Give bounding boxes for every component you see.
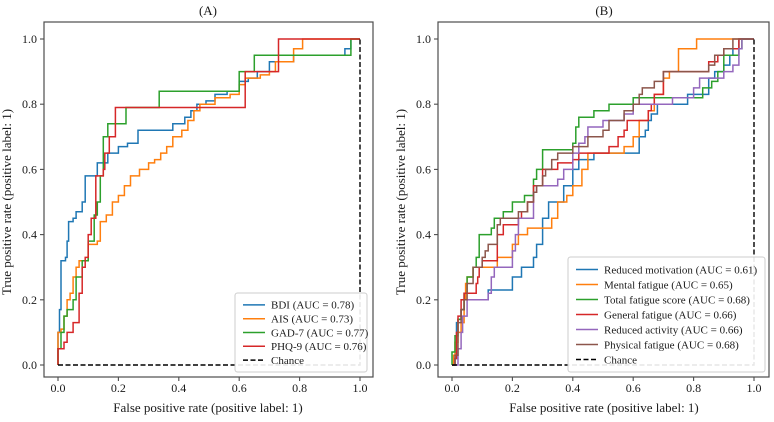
legend: Reduced motivation (AUC = 0.61) Mental fa… bbox=[567, 256, 766, 373]
x-tick-label: 0.2 bbox=[505, 381, 520, 395]
roc-curve-gad-7 bbox=[57, 38, 360, 365]
x-tick-label: 0.2 bbox=[111, 381, 126, 395]
axes-frame bbox=[43, 21, 374, 378]
roc-curve-phq-9 bbox=[57, 38, 360, 365]
legend-label: Physical fatigue (AUC = 0.68) bbox=[604, 339, 739, 351]
panel-title: (B) bbox=[595, 3, 612, 18]
y-tick-label: 0.2 bbox=[416, 293, 431, 307]
x-tick-label: 0.8 bbox=[292, 381, 307, 395]
y-tick-label: 0.0 bbox=[22, 358, 37, 372]
roc-curve-physical-fatigue bbox=[452, 38, 754, 366]
legend-label: Mental fatigue (AUC = 0.65) bbox=[604, 279, 733, 291]
x-tick-label: 1.0 bbox=[747, 381, 762, 395]
y-tick-label: 1.0 bbox=[416, 32, 431, 46]
axes-frame bbox=[437, 21, 770, 378]
legend-label: Reduced activity (AUC = 0.66) bbox=[604, 324, 743, 336]
legend-label: PHQ-9 (AUC = 0.76) bbox=[271, 341, 367, 353]
y-tick-label: 0.0 bbox=[416, 358, 431, 372]
roc-curve-reduced-activity bbox=[452, 38, 754, 366]
legend-label: Chance bbox=[604, 354, 637, 366]
y-tick-label: 0.8 bbox=[416, 97, 431, 111]
legend-box bbox=[234, 292, 368, 373]
panel-title: (A) bbox=[199, 3, 217, 18]
y-tick-label: 0.4 bbox=[416, 228, 431, 242]
x-tick-label: 0.4 bbox=[171, 381, 186, 395]
roc-curve-bdi bbox=[57, 38, 360, 365]
x-tick-label: 0.6 bbox=[232, 381, 247, 395]
y-tick-label: 0.6 bbox=[416, 162, 431, 176]
x-tick-label: 0.8 bbox=[686, 381, 701, 395]
legend: BDI (AUC = 0.78) AIS (AUC = 0.73)GAD-7 (A… bbox=[234, 292, 369, 373]
x-tick-label: 0.4 bbox=[565, 381, 580, 395]
legend-label: Total fatigue score (AUC = 0.68) bbox=[604, 294, 750, 306]
legend-label: Chance bbox=[271, 355, 304, 367]
y-axis-label: True positive rate (positive label: 1) bbox=[393, 109, 408, 295]
y-axis-label: True positive rate (positive label: 1) bbox=[0, 109, 14, 295]
legend-label: Reduced motivation (AUC = 0.61) bbox=[604, 264, 757, 276]
x-tick-label: 0.0 bbox=[445, 381, 460, 395]
legend-label: General fatigue (AUC = 0.66) bbox=[604, 309, 737, 321]
y-tick-label: 0.2 bbox=[22, 293, 37, 307]
y-tick-label: 1.0 bbox=[22, 32, 37, 46]
legend-label: GAD-7 (AUC = 0.77) bbox=[271, 327, 369, 339]
legend-label: AIS (AUC = 0.73) bbox=[271, 314, 353, 326]
y-tick-label: 0.8 bbox=[22, 97, 37, 111]
panel-b: (B) 0.0 0.2 0.4 0.6 0.8 1.0 0.0 0.2 0.4 0.6 0.8 1.0 F… bbox=[393, 3, 770, 415]
legend-box bbox=[567, 256, 766, 373]
x-tick-label: 0.6 bbox=[626, 381, 641, 395]
x-tick-label: 1.0 bbox=[353, 381, 368, 395]
x-tick-label: 0.0 bbox=[51, 381, 66, 395]
x-axis-label: False positive rate (positive label: 1) bbox=[113, 400, 303, 415]
legend-label: BDI (AUC = 0.78) bbox=[271, 300, 355, 312]
panel-a: (A) 0.0 0.2 0.4 0.6 0.8 1.0 0.0 0.2 0.4 0.6 0.8 1.0 F… bbox=[0, 3, 374, 415]
x-axis-label: False positive rate (positive label: 1) bbox=[509, 400, 699, 415]
y-tick-label: 0.4 bbox=[22, 228, 37, 242]
y-tick-label: 0.6 bbox=[22, 162, 37, 176]
